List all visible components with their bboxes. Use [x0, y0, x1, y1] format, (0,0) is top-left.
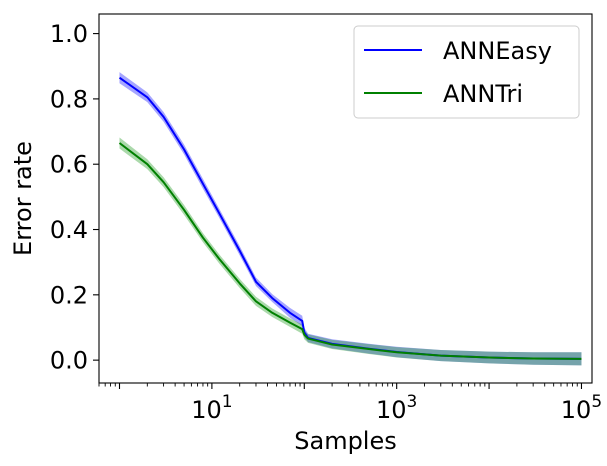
x-axis-label: Samples: [294, 427, 397, 455]
x-tick-label: 103: [376, 392, 417, 424]
y-axis-label: Error rate: [9, 141, 37, 256]
y-tick-label: 0.0: [50, 347, 88, 375]
y-tick-label: 1.0: [50, 20, 88, 48]
x-tick-label: 101: [191, 392, 232, 424]
y-tick-label: 0.8: [50, 85, 88, 113]
legend-label-annEasy: ANNEasy: [443, 37, 552, 65]
confidence-band-anntri: [119, 137, 582, 366]
x-axis-ticks: 101 103 105: [98, 383, 602, 424]
plot-area-frame: [98, 13, 593, 384]
x-tick-label: 105: [561, 392, 602, 424]
y-tick-label: 0.4: [50, 216, 88, 244]
y-tick-label: 0.6: [50, 151, 88, 179]
series-lines: [118, 76, 582, 360]
confidence-bands: [119, 72, 582, 366]
y-tick-label: 0.2: [50, 281, 88, 309]
legend: ANNEasy ANNTri: [353, 25, 580, 119]
legend-label-annTri: ANNTri: [443, 80, 523, 108]
series-line-anntri: [118, 142, 582, 360]
y-axis-ticks: 0.0 0.2 0.4 0.6 0.8 1.0: [50, 20, 99, 375]
